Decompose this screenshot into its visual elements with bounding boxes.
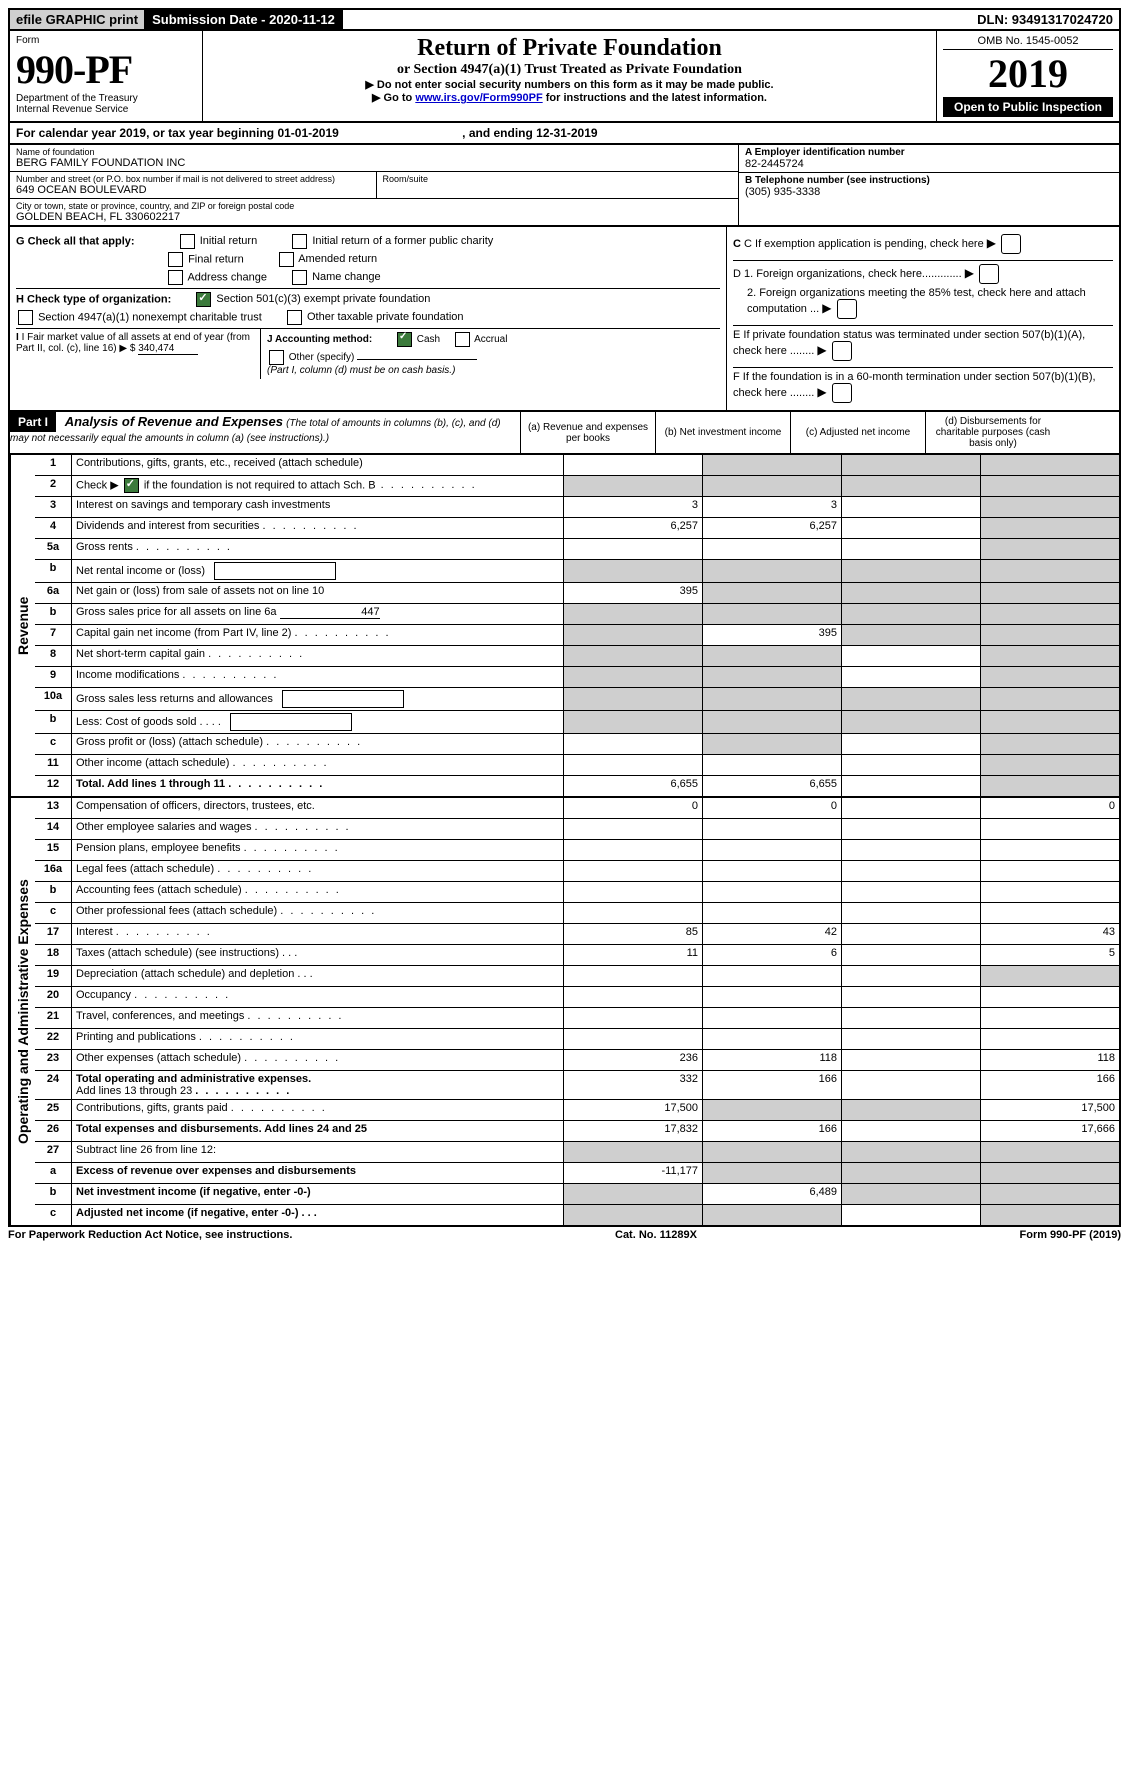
501c3-checkbox[interactable] <box>196 292 211 307</box>
addr-label: Number and street (or P.O. box number if… <box>16 174 366 184</box>
60month-checkbox[interactable] <box>832 383 852 403</box>
irs-link[interactable]: www.irs.gov/Form990PF <box>415 92 542 104</box>
final-return-checkbox[interactable] <box>168 252 183 267</box>
gross-sales-box <box>282 690 404 708</box>
j-note: (Part I, column (d) must be on cash basi… <box>267 365 714 376</box>
room-label: Room/suite <box>383 174 733 184</box>
city-label: City or town, state or province, country… <box>16 201 732 211</box>
top-bar: efile GRAPHIC print Submission Date - 20… <box>8 8 1121 31</box>
efile-button[interactable]: efile GRAPHIC print <box>10 10 146 29</box>
submission-date: Submission Date - 2020-11-12 <box>146 10 343 29</box>
4947-checkbox[interactable] <box>18 310 33 325</box>
initial-former-checkbox[interactable] <box>292 234 307 249</box>
omb-number: OMB No. 1545-0052 <box>943 35 1113 50</box>
cogs-box <box>230 713 352 731</box>
calendar-year-row: For calendar year 2019, or tax year begi… <box>8 123 1121 145</box>
open-public-badge: Open to Public Inspection <box>943 97 1113 117</box>
form-footer: Form 990-PF (2019) <box>1020 1229 1121 1241</box>
schb-checkbox[interactable] <box>124 478 139 493</box>
form-subtitle: or Section 4947(a)(1) Trust Treated as P… <box>209 62 930 78</box>
e-label: E If private foundation status was termi… <box>733 329 1085 357</box>
j-label: J Accounting method: <box>267 334 372 345</box>
i-label: I Fair market value of all assets at end… <box>16 332 250 354</box>
address-change-checkbox[interactable] <box>168 270 183 285</box>
form-note2: ▶ Go to www.irs.gov/Form990PF for instru… <box>209 91 930 104</box>
checkbox-section: G Check all that apply: Initial return I… <box>8 227 1121 412</box>
cash-checkbox[interactable] <box>397 332 412 347</box>
rental-income-box <box>214 562 336 580</box>
revenue-section: Revenue 1Contributions, gifts, grants, e… <box>8 455 1121 798</box>
ein-value: 82-2445724 <box>745 158 1113 170</box>
foundation-name: BERG FAMILY FOUNDATION INC <box>16 157 732 169</box>
form-header: Form 990-PF Department of the Treasury I… <box>8 31 1121 123</box>
form-number: 990-PF <box>16 46 196 93</box>
other-taxable-checkbox[interactable] <box>287 310 302 325</box>
dept-label: Department of the Treasury <box>16 93 196 104</box>
catalog-number: Cat. No. 11289X <box>615 1229 697 1241</box>
part1-title: Analysis of Revenue and Expenses <box>65 414 283 429</box>
foreign-org-checkbox[interactable] <box>979 264 999 284</box>
header-center: Return of Private Foundation or Section … <box>203 31 937 121</box>
tax-year: 2019 <box>943 50 1113 97</box>
foundation-addr: 649 OCEAN BOULEVARD <box>16 184 366 196</box>
c-label: C If exemption application is pending, c… <box>744 238 984 250</box>
g-label: G Check all that apply: <box>16 235 135 247</box>
col-d-header: (d) Disbursements for charitable purpose… <box>925 412 1060 453</box>
initial-return-checkbox[interactable] <box>180 234 195 249</box>
foundation-info: Name of foundation BERG FAMILY FOUNDATIO… <box>8 145 1121 227</box>
terminated-checkbox[interactable] <box>832 341 852 361</box>
col-a-header: (a) Revenue and expenses per books <box>520 412 655 453</box>
col-b-header: (b) Net investment income <box>655 412 790 453</box>
fmv-value: 340,474 <box>138 343 198 355</box>
name-change-checkbox[interactable] <box>292 270 307 285</box>
expenses-section: Operating and Administrative Expenses 13… <box>8 798 1121 1227</box>
h-label: H Check type of organization: <box>16 293 171 305</box>
part1-label: Part I <box>10 412 56 432</box>
header-right: OMB No. 1545-0052 2019 Open to Public In… <box>937 31 1119 121</box>
header-left: Form 990-PF Department of the Treasury I… <box>10 31 203 121</box>
dln-number: DLN: 93491317024720 <box>971 10 1119 29</box>
d1-label: D 1. Foreign organizations, check here..… <box>733 268 962 280</box>
amended-return-checkbox[interactable] <box>279 252 294 267</box>
revenue-label: Revenue <box>10 455 35 796</box>
other-method-checkbox[interactable] <box>269 350 284 365</box>
ein-label: A Employer identification number <box>745 147 1113 158</box>
irs-label: Internal Revenue Service <box>16 104 196 115</box>
d2-label: 2. Foreign organizations meeting the 85%… <box>747 287 1086 315</box>
foundation-city: GOLDEN BEACH, FL 330602217 <box>16 211 732 223</box>
phone-label: B Telephone number (see instructions) <box>745 175 1113 186</box>
form-title: Return of Private Foundation <box>209 35 930 62</box>
expenses-label: Operating and Administrative Expenses <box>10 798 35 1225</box>
phone-value: (305) 935-3338 <box>745 186 1113 198</box>
form-note1: ▶ Do not enter social security numbers o… <box>209 78 930 91</box>
accrual-checkbox[interactable] <box>455 332 470 347</box>
85pct-checkbox[interactable] <box>837 299 857 319</box>
page-footer: For Paperwork Reduction Act Notice, see … <box>8 1227 1121 1243</box>
name-label: Name of foundation <box>16 147 732 157</box>
exemption-pending-checkbox[interactable] <box>1001 234 1021 254</box>
f-label: F If the foundation is in a 60-month ter… <box>733 371 1096 399</box>
paperwork-notice: For Paperwork Reduction Act Notice, see … <box>8 1229 292 1241</box>
form-label: Form <box>16 35 196 46</box>
col-c-header: (c) Adjusted net income <box>790 412 925 453</box>
part1-header-row: Part I Analysis of Revenue and Expenses … <box>8 412 1121 455</box>
